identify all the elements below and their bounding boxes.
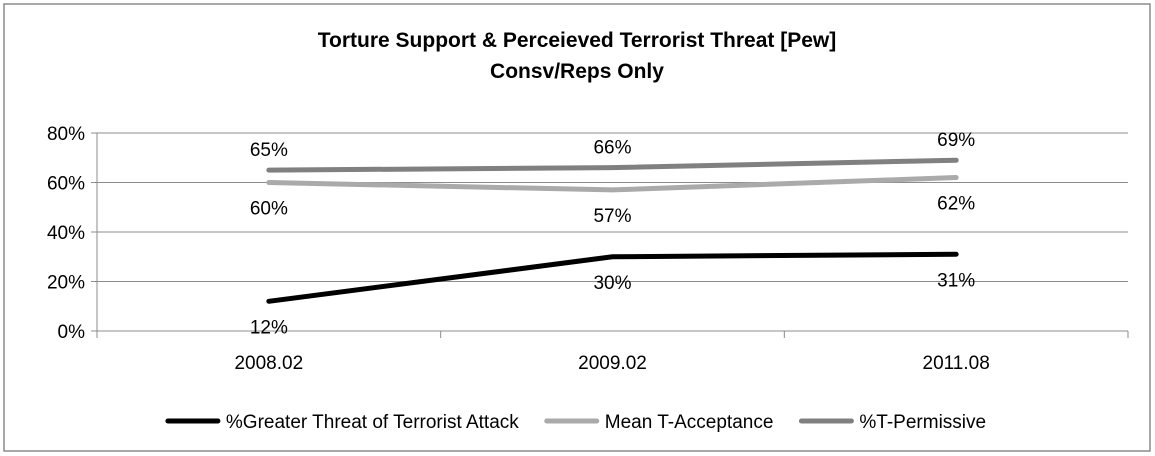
legend-label-1: %Greater Threat of Terrorist Attack — [226, 412, 519, 433]
chart-subtitle: Consv/Reps Only — [490, 60, 664, 83]
data-label: 66% — [593, 138, 631, 159]
y-tick-label: 20% — [47, 273, 85, 294]
chart-title: Torture Support & Perceieved Terrorist T… — [318, 29, 837, 52]
data-label: 62% — [937, 194, 975, 215]
x-tick-label: 2008.02 — [234, 353, 303, 374]
legend-label-2: Mean T-Acceptance — [605, 412, 774, 433]
data-label: 31% — [937, 270, 975, 291]
data-label: 60% — [250, 199, 288, 220]
y-tick-label: 0% — [58, 322, 86, 343]
legend: %Greater Threat of Terrorist Attack Mean … — [165, 412, 986, 433]
data-label: 65% — [250, 140, 288, 161]
data-label: 57% — [593, 206, 631, 227]
data-labels: 12% 30% 31% 60% 57% 62% 65% 66% 69% — [250, 130, 975, 338]
data-label: 12% — [250, 317, 288, 338]
y-tick-label: 60% — [47, 174, 85, 195]
legend-label-3: %T-Permissive — [859, 412, 986, 433]
series-lines — [266, 157, 959, 304]
data-label: 69% — [937, 130, 975, 151]
x-tick-label: 2009.02 — [578, 353, 647, 374]
x-tick-label: 2011.08 — [923, 353, 990, 374]
series-line-3 — [266, 157, 959, 173]
y-tick-label: 40% — [47, 223, 85, 244]
series-line-2 — [266, 175, 959, 193]
chart-border — [3, 3, 1151, 452]
series-line-1 — [266, 251, 959, 304]
y-tick-label: 80% — [47, 124, 85, 145]
axes: 0% 20% 40% 60% 80% 2008.02 2009.02 2011.08 — [47, 124, 1129, 374]
data-label: 30% — [593, 273, 631, 294]
